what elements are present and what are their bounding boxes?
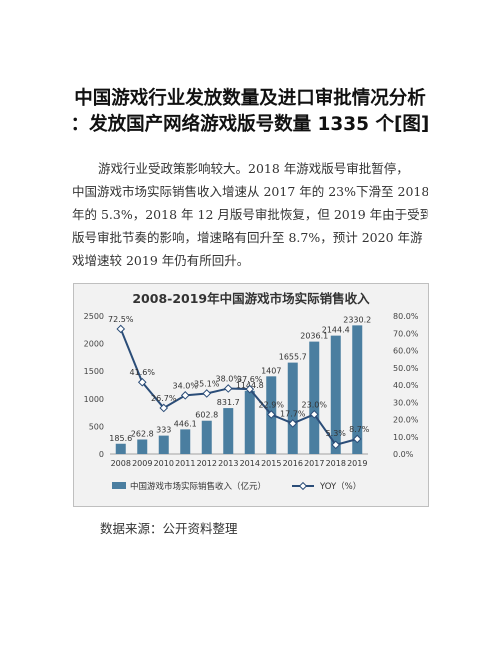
y-right-tick-label: 0.0%: [393, 450, 414, 459]
bar: [180, 429, 191, 454]
y-left-tick-label: 0: [99, 450, 104, 459]
bar-value-label: 831.7: [217, 398, 240, 407]
paragraph-line-1: 游戏行业受政策影响较大。2018 年游戏版号审批暂停，: [98, 161, 409, 176]
x-tick-label: 2009: [132, 459, 152, 468]
x-tick-label: 2013: [218, 459, 238, 468]
y-right-tick-label: 10.0%: [393, 433, 419, 442]
y-right-tick-label: 60.0%: [393, 347, 419, 356]
bar-value-label: 1655.7: [279, 353, 307, 362]
revenue-chart-svg: 2008-2019年中国游戏市场实际销售收入 0 500 1000 1500 2000 25…: [84, 291, 419, 492]
yoy-value-label: 17.7%: [280, 409, 306, 418]
bar-value-label: 1407: [261, 366, 281, 375]
bar: [244, 390, 255, 454]
yoy-point: [159, 403, 169, 413]
yoy-point: [116, 324, 126, 334]
yoy-value-label: 72.5%: [108, 315, 134, 324]
yoy-value-label: 37.6%: [237, 375, 263, 384]
paragraph-line-2: 中国游戏市场实际销售收入增速从 2017 年的 23%下滑至 2018: [72, 184, 428, 199]
yoy-point: [266, 410, 276, 419]
x-tick-label: 2016: [283, 459, 303, 468]
x-tick-label: 2019: [347, 459, 367, 468]
x-tick-label: 2010: [154, 459, 174, 468]
yoy-line: [119, 328, 358, 447]
bar: [115, 443, 126, 454]
yoy-point: [309, 410, 319, 419]
bar-value-label: 262.8: [131, 429, 154, 438]
yoy-value-label: 35.1%: [194, 379, 220, 388]
x-tick-label: 2017: [304, 459, 324, 468]
bar-value-label: 2144.4: [322, 326, 350, 335]
data-source: 数据来源：公开资料整理: [100, 521, 238, 536]
bar: [330, 335, 341, 454]
legend-label-bar: 中国游戏市场实际销售收入（亿元）: [130, 481, 266, 492]
paragraph-line-4: 版号审批节奏的影响，增速略有回升至 8.7%，预计 2020 年游: [72, 230, 423, 245]
bar: [309, 341, 320, 454]
yoy-value-label: 41.6%: [130, 368, 156, 377]
paragraph-line-3: 年的 5.3%，2018 年 12 月版号审批恢复，但 2019 年由于受到: [72, 207, 428, 222]
x-tick-label: 2014: [240, 459, 260, 468]
yoy-point: [202, 389, 212, 398]
yoy-point: [245, 384, 255, 394]
x-tick-label: 2008: [111, 459, 131, 468]
y-right-tick-label: 50.0%: [393, 364, 419, 373]
x-tick-label: 2018: [326, 459, 346, 468]
y-right-tick-label: 70.0%: [393, 329, 419, 338]
yoy-point: [137, 377, 147, 387]
bar-value-label: 2330.2: [343, 315, 371, 324]
revenue-chart: 2008-2019年中国游戏市场实际销售收入 0 500 1000 1500 2000 25…: [73, 283, 429, 507]
yoy-value-label: 26.7%: [151, 394, 177, 403]
yoy-point: [288, 419, 298, 428]
y-left-tick-label: 2000: [84, 340, 104, 349]
y-right-tick-label: 40.0%: [393, 381, 419, 390]
bar: [287, 362, 298, 454]
chart-title: 2008-2019年中国游戏市场实际销售收入: [132, 291, 370, 306]
bar-value-label: 185.6: [109, 434, 132, 443]
article-paragraph: 游戏行业受政策影响较大。2018 年游戏版号审批暂停， 中国游戏市场实际销售收入…: [72, 157, 428, 272]
legend-swatch-marker: [298, 481, 308, 491]
x-tick-label: 2012: [197, 459, 217, 468]
yoy-point: [180, 391, 190, 400]
yoy-value-label: 22.9%: [259, 400, 285, 409]
legend-swatch-bar: [112, 482, 126, 489]
yoy-point: [331, 440, 341, 450]
y-left-tick-label: 1000: [84, 395, 104, 404]
y-left-tick-label: 500: [89, 422, 104, 431]
bar-value-label: 602.8: [195, 411, 218, 420]
yoy-value-label: 8.7%: [349, 425, 370, 434]
y-right-tick-label: 80.0%: [393, 312, 419, 321]
yoy-point: [352, 434, 362, 444]
yoy-value-label: 34.0%: [173, 381, 199, 390]
bar: [352, 325, 363, 454]
y-left-tick-label: 2500: [84, 312, 104, 321]
bar: [137, 439, 148, 454]
y-right-tick-label: 20.0%: [393, 416, 419, 425]
bar-value-label: 2036.1: [300, 332, 328, 341]
article-title-line-1: 中国游戏行业发放数量及进口审批情况分析: [74, 88, 426, 109]
yoy-value-label: 38.0%: [216, 374, 242, 383]
x-tick-label: 2011: [175, 459, 195, 468]
article-title: 中国游戏行业发放数量及进口审批情况分析 ：发放国产网络游戏版号数量 1335 个…: [30, 86, 470, 138]
paragraph-line-5: 戏增速较 2019 年仍有所回升。: [72, 253, 250, 268]
bar: [158, 435, 169, 454]
bar: [201, 420, 212, 454]
bar-value-label: 446.1: [174, 419, 197, 428]
bar-value-label: 333: [156, 426, 171, 435]
yoy-value-label: 5.3%: [326, 429, 347, 438]
x-tick-label: 2015: [261, 459, 281, 468]
y-left-tick-label: 1500: [84, 367, 104, 376]
yoy-value-label: 23.0%: [302, 400, 328, 409]
bar: [223, 408, 234, 454]
legend-label-line: YOY（%）: [319, 481, 361, 492]
y-right-tick-label: 30.0%: [393, 398, 419, 407]
yoy-point: [223, 384, 233, 393]
article-title-line-2: ：发放国产网络游戏版号数量 1335 个[图]: [70, 114, 430, 135]
